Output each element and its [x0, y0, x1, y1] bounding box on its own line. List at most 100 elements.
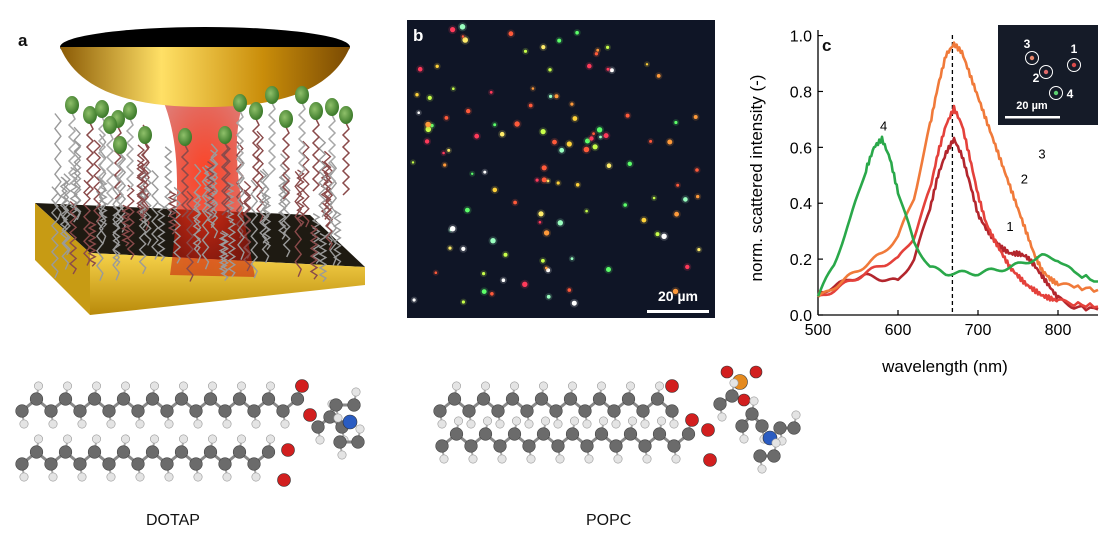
lipid-tail [193, 163, 202, 264]
inset-particle [1053, 90, 1059, 96]
hydrogen-atom [627, 416, 637, 426]
carbon-atom [131, 457, 145, 471]
particle-dot [674, 120, 678, 125]
particle-dot [450, 27, 456, 33]
hydrogen-atom [208, 434, 218, 444]
carbon-atom [505, 392, 520, 406]
particle-dot [549, 94, 553, 98]
carbon-atom [218, 457, 232, 471]
carbon-atom [189, 457, 203, 471]
carbon-atom [638, 439, 652, 453]
lipid-head [309, 102, 323, 120]
carbon-atom [247, 404, 261, 418]
carbon-atom [247, 457, 261, 471]
carbon-atom [551, 439, 565, 453]
lipid-tail [250, 179, 259, 279]
hydrogen-atom [121, 381, 131, 391]
hydrogen-atom [19, 472, 29, 482]
carbon-atom [87, 445, 102, 459]
hydrogen-atom [538, 381, 548, 391]
hydrogen-atom [351, 387, 361, 397]
y-tick-label: 0.6 [790, 140, 812, 157]
panel-letter-b: b [413, 26, 424, 45]
inset-scale-bar-label: 20 µm [1016, 100, 1048, 112]
particle-dot [503, 252, 508, 257]
carbon-atom [311, 420, 325, 434]
hydrogen-atom [451, 381, 461, 391]
particle-dot [411, 161, 415, 164]
particle-dot [417, 66, 423, 72]
hydrogen-atom [237, 381, 247, 391]
hydrogen-atom [62, 434, 72, 444]
carbon-atom [755, 419, 769, 433]
oxygen-atom [685, 413, 699, 427]
lipid-tail [333, 209, 342, 266]
particle-dot [695, 168, 699, 172]
lipid-head [65, 96, 79, 114]
lipid-tail [59, 176, 69, 244]
lipid-tail [227, 219, 237, 278]
lipid-tail [125, 118, 135, 192]
hydrogen-atom [671, 454, 681, 464]
dotap-model [15, 379, 365, 487]
carbon-atom [464, 439, 478, 453]
carbon-atom [73, 457, 87, 471]
particle-dot [548, 68, 552, 72]
particle-dot [570, 257, 574, 260]
carbon-atom [15, 404, 29, 418]
oxygen-atom [701, 423, 715, 437]
hydrogen-atom [729, 378, 739, 388]
particle-dot [583, 146, 590, 153]
particle-dot [676, 183, 680, 187]
hydrogen-atom [569, 416, 579, 426]
particle-dot [482, 272, 486, 276]
carbon-atom [650, 392, 665, 406]
panel-letter-a: a [18, 31, 28, 50]
hydrogen-atom [48, 472, 58, 482]
carbon-atom [787, 421, 801, 435]
particle-dot [466, 108, 471, 114]
lipid-tail [220, 230, 230, 281]
lipid-tail [98, 179, 108, 228]
hydrogen-atom [164, 472, 174, 482]
hydrogen-atom [121, 434, 131, 444]
hydrogen-atom [739, 434, 749, 444]
inset-particle-label: 1 [1071, 42, 1078, 56]
chart-inset-image: 1 2 3 4 20 µm [998, 25, 1098, 125]
hydrogen-atom [511, 416, 521, 426]
series-line-2 [817, 104, 1099, 309]
inset-particle-label: 4 [1067, 87, 1074, 101]
hydrogen-atom [48, 419, 58, 429]
oxygen-atom [720, 365, 734, 379]
lipid-layer-bottom [50, 113, 342, 283]
particle-dot [606, 267, 611, 272]
lipid-tail [151, 170, 159, 260]
particle-dot [683, 197, 688, 202]
hydrogen-atom [656, 416, 666, 426]
carbon-atom [29, 445, 44, 459]
hydrogen-atom [584, 454, 594, 464]
oxygen-atom [295, 379, 309, 393]
hydrogen-atom [642, 454, 652, 464]
hydrogen-atom [193, 419, 203, 429]
hydrogen-atom [222, 472, 232, 482]
particle-dot [465, 207, 470, 213]
lipid-tail [267, 102, 277, 176]
lipid-tail [140, 142, 150, 216]
oxygen-atom [737, 393, 751, 407]
lipid-tail [50, 186, 59, 279]
particle-dot [697, 248, 701, 252]
hydrogen-atom [524, 419, 534, 429]
carbon-atom [203, 445, 218, 459]
hydrogen-atom [179, 381, 189, 391]
particle-dot [567, 288, 572, 292]
hydrogen-atom [33, 381, 43, 391]
series-annotation: 3 [1038, 147, 1045, 162]
particle-dot [443, 163, 447, 167]
hydrogen-atom [598, 416, 608, 426]
carbon-atom [329, 398, 343, 412]
carbon-atom [609, 439, 623, 453]
particle-dot [412, 298, 416, 302]
carbon-atom [773, 421, 787, 435]
hydrogen-atom [654, 381, 664, 391]
